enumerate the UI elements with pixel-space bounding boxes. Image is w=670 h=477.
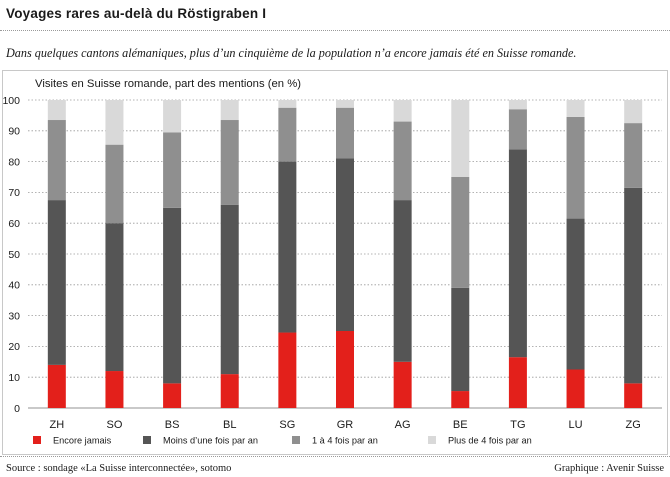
- bar-segment: [451, 391, 470, 408]
- bar-segment: [105, 100, 124, 145]
- bar-segment: [47, 200, 66, 365]
- bar-segment: [163, 100, 182, 133]
- credit-note: Graphique : Avenir Suisse: [554, 463, 664, 474]
- bar-segment: [451, 100, 470, 177]
- x-tick-label: TG: [510, 419, 525, 431]
- legend-swatch: [33, 436, 41, 444]
- y-tick-label: 30: [8, 310, 20, 322]
- bar-segment: [624, 187, 643, 384]
- legend-swatch: [292, 436, 300, 444]
- x-tick-label: LU: [569, 419, 583, 431]
- bar-segment: [566, 116, 585, 219]
- chart-title: Voyages rares au-delà du Röstigraben I: [6, 6, 267, 21]
- bar-segment: [508, 357, 527, 408]
- bar-segment: [624, 100, 643, 124]
- x-tick-label: SG: [279, 419, 295, 431]
- title-divider: [0, 30, 670, 31]
- bar-segment: [393, 361, 412, 408]
- bar-segment: [47, 100, 66, 121]
- bars: [47, 100, 643, 408]
- legend-swatch: [428, 436, 436, 444]
- bar-segment: [336, 100, 354, 108]
- y-tick-label: 20: [8, 341, 20, 353]
- bar-segment: [163, 132, 182, 208]
- y-tick-label: 60: [8, 218, 20, 230]
- bar-segment: [451, 287, 470, 392]
- legend-label: Encore jamais: [53, 436, 112, 446]
- y-tick-label: 70: [8, 187, 20, 199]
- x-tick-label: BL: [223, 419, 236, 431]
- bar-segment: [105, 223, 124, 372]
- legend-label: Plus de 4 fois par an: [448, 436, 532, 446]
- bar-segment: [278, 161, 297, 333]
- bar-segment: [47, 364, 66, 408]
- bar-segment: [508, 100, 527, 110]
- bar-segment: [105, 144, 124, 224]
- legend-label: Moins d’une fois par an: [163, 436, 258, 446]
- bar-segment: [220, 204, 239, 375]
- y-tick-label: 0: [14, 403, 20, 415]
- x-tick-label: SO: [107, 419, 123, 431]
- y-tick-label: 50: [8, 249, 20, 261]
- bar-segment: [566, 100, 585, 117]
- chart-subtitle: Dans quelques cantons alémaniques, plus …: [6, 46, 577, 60]
- x-tick-label: ZG: [626, 419, 641, 431]
- bar-segment: [220, 120, 239, 205]
- bar-segment: [393, 121, 412, 201]
- bar-segment: [278, 100, 297, 108]
- footer-divider: [0, 456, 670, 457]
- bar-segment: [566, 218, 585, 370]
- bar-segment: [336, 331, 354, 408]
- y-tick-label: 80: [8, 156, 20, 168]
- legend-swatch: [143, 436, 151, 444]
- x-tick-label: GR: [337, 419, 354, 431]
- y-tick-label: 40: [8, 280, 20, 292]
- bar-segment: [624, 123, 643, 188]
- bar-segment: [47, 120, 66, 201]
- bar-segment: [451, 177, 470, 288]
- bar-segment: [624, 383, 643, 408]
- x-tick-label: AG: [395, 419, 411, 431]
- bar-segment: [278, 332, 297, 408]
- y-tick-label: 100: [2, 95, 20, 107]
- bar-segment: [220, 374, 239, 408]
- bar-segment: [566, 369, 585, 408]
- bar-segment: [393, 100, 412, 122]
- y-tick-label: 90: [8, 126, 20, 138]
- bar-segment: [163, 207, 182, 384]
- legend: Encore jamais Moins d’une fois par an 1 à …: [33, 436, 532, 446]
- bar-segment: [220, 100, 239, 121]
- bar-segment: [163, 383, 182, 408]
- legend-label: 1 à 4 fois par an: [312, 436, 378, 446]
- y-axis-ticks: 0 10 20 30 40 50 60 70 80 90 100: [2, 95, 20, 415]
- bar-segment: [336, 107, 354, 159]
- x-tick-label: BE: [453, 419, 468, 431]
- y-axis-label: Visites en Suisse romande, part des ment…: [35, 78, 301, 90]
- bar-segment: [508, 109, 527, 150]
- x-tick-label: ZH: [49, 419, 64, 431]
- x-tick-label: BS: [165, 419, 180, 431]
- bar-segment: [336, 158, 354, 331]
- bar-segment: [105, 371, 124, 408]
- y-tick-label: 10: [8, 372, 20, 384]
- x-axis-ticks: ZH SO BS BL SG GR AG BE TG LU ZG: [49, 419, 640, 431]
- source-note: Source : sondage «La Suisse interconnect…: [6, 463, 232, 474]
- bar-segment: [278, 107, 297, 162]
- bar-segment: [393, 200, 412, 362]
- chart-frame: [2, 70, 668, 455]
- bar-segment: [508, 149, 527, 358]
